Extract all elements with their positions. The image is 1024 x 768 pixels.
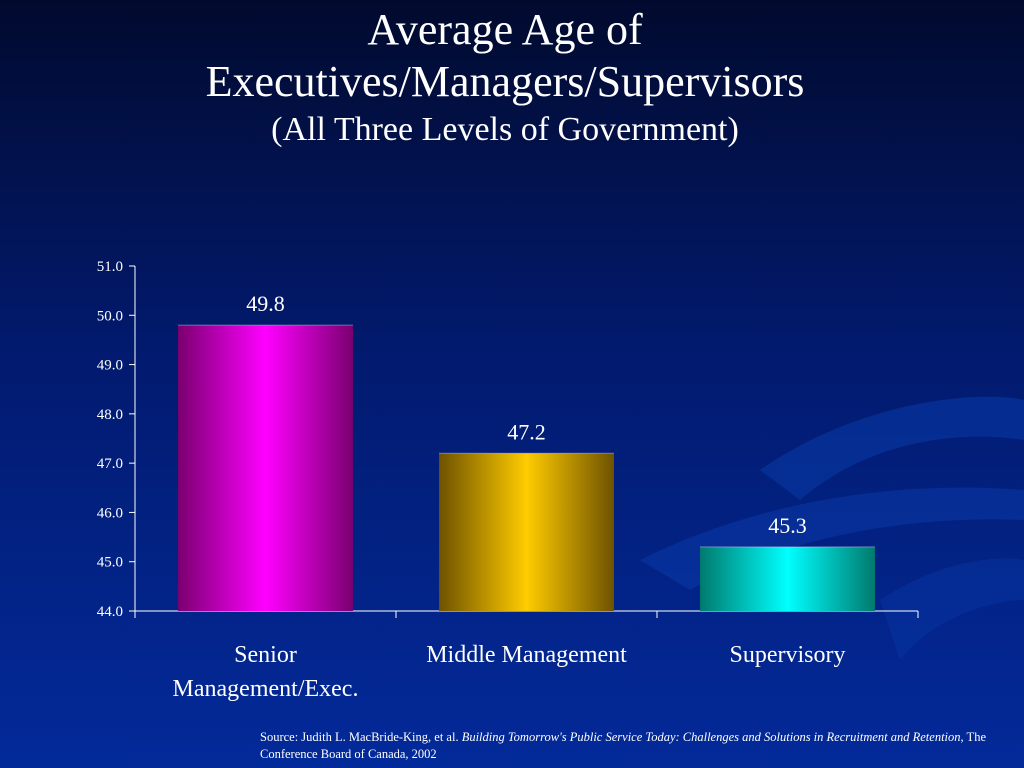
source-citation: Source: Judith L. MacBride-King, et al. … [260,729,1020,763]
y-tick-label: 45.0 [97,555,123,571]
category-label: Management/Exec. [173,676,359,702]
slide-title-block: Average Age of Executives/Managers/Super… [0,4,1010,150]
data-label: 45.3 [768,513,807,538]
slide-title-line-2: Executives/Managers/Supervisors [205,57,805,106]
source-book-title: Building Tomorrow's Public Service Today… [461,730,961,744]
y-tick-label: 47.0 [97,456,123,472]
bar [700,546,875,611]
source-prefix: Source: Judith L. MacBride-King, et al. [260,730,462,744]
slide-title-line-1: Average Age of [367,5,643,54]
y-tick-label: 51.0 [97,259,123,275]
y-tick-label: 49.0 [97,358,123,374]
category-label: Senior [234,642,297,668]
category-label: Supervisory [730,642,846,668]
data-label: 47.2 [507,419,546,444]
bar [439,453,614,611]
slide-subtitle: (All Three Levels of Government) [271,111,739,148]
y-tick-label: 48.0 [97,407,123,423]
y-tick-label: 50.0 [97,308,123,324]
y-tick-label: 44.0 [97,604,123,620]
bar [178,325,353,611]
source-suffix: , The Conference Board of Canada, 2002 [260,730,986,761]
category-label: Middle Management [426,642,627,668]
data-label: 49.8 [246,291,285,316]
y-tick-label: 46.0 [97,505,123,521]
